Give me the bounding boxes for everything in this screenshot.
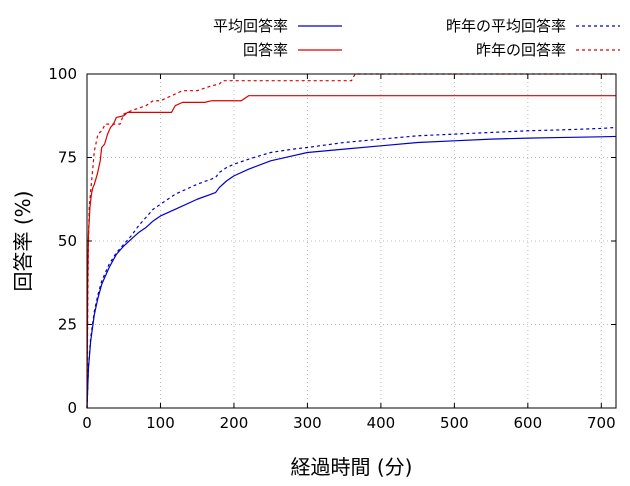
legend-label-2: 昨年の平均回答率: [446, 17, 566, 35]
series-line-3: [86, 73, 616, 409]
x-tick-label: 300: [293, 414, 322, 432]
x-tick-label: 700: [587, 414, 616, 432]
series-layer: [86, 73, 617, 409]
series-line-1: [86, 95, 616, 409]
grid: [87, 73, 616, 408]
y-tick-label: 75: [58, 149, 77, 167]
x-tick-label: 0: [82, 414, 92, 432]
x-tick-label: 400: [367, 414, 396, 432]
x-tick-label: 200: [220, 414, 249, 432]
y-tick-label: 100: [48, 65, 77, 83]
y-tick-label: 50: [58, 232, 77, 250]
ticks: 0 100 200 300 400 500 600 700 0 25 50 75 100: [48, 65, 616, 432]
legend-label-1: 回答率: [243, 41, 288, 59]
x-tick-label: 600: [514, 414, 543, 432]
y-tick-label: 0: [67, 399, 77, 417]
series-line-0: [86, 135, 617, 409]
legend-label-0: 平均回答率: [213, 17, 288, 35]
x-tick-label: 100: [146, 414, 175, 432]
y-axis-label: 回答率 (%): [11, 191, 35, 292]
series-line-2: [86, 126, 617, 409]
x-tick-label: 500: [440, 414, 469, 432]
legend-label-3: 昨年の回答率: [476, 41, 566, 59]
y-tick-label: 25: [58, 316, 77, 334]
x-axis-label: 経過時間 (分): [291, 455, 413, 479]
